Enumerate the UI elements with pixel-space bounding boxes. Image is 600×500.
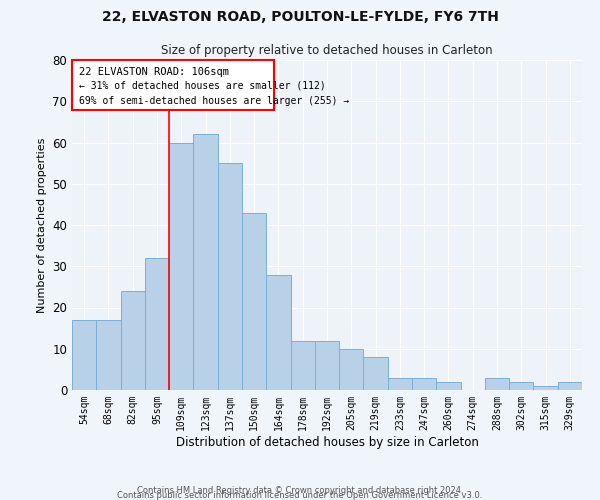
Bar	[193, 134, 218, 390]
Bar	[339, 349, 364, 390]
Bar	[315, 340, 339, 390]
Bar	[412, 378, 436, 390]
Bar	[558, 382, 582, 390]
Text: ← 31% of detached houses are smaller (112): ← 31% of detached houses are smaller (11…	[79, 80, 326, 90]
Bar	[290, 340, 315, 390]
Bar	[121, 291, 145, 390]
Text: 22, ELVASTON ROAD, POULTON-LE-FYLDE, FY6 7TH: 22, ELVASTON ROAD, POULTON-LE-FYLDE, FY6…	[101, 10, 499, 24]
Bar	[436, 382, 461, 390]
Title: Size of property relative to detached houses in Carleton: Size of property relative to detached ho…	[161, 44, 493, 58]
Bar	[533, 386, 558, 390]
Bar	[266, 274, 290, 390]
Bar	[169, 142, 193, 390]
Bar	[242, 212, 266, 390]
Bar	[96, 320, 121, 390]
Y-axis label: Number of detached properties: Number of detached properties	[37, 138, 47, 312]
Text: 69% of semi-detached houses are larger (255) →: 69% of semi-detached houses are larger (…	[79, 96, 350, 106]
Bar	[485, 378, 509, 390]
Bar	[509, 382, 533, 390]
Text: 22 ELVASTON ROAD: 106sqm: 22 ELVASTON ROAD: 106sqm	[79, 66, 229, 76]
Text: Contains public sector information licensed under the Open Government Licence v3: Contains public sector information licen…	[118, 491, 482, 500]
Bar	[145, 258, 169, 390]
Bar	[72, 320, 96, 390]
Bar	[72, 60, 274, 110]
Bar	[218, 163, 242, 390]
Text: Contains HM Land Registry data © Crown copyright and database right 2024.: Contains HM Land Registry data © Crown c…	[137, 486, 463, 495]
Bar	[364, 357, 388, 390]
X-axis label: Distribution of detached houses by size in Carleton: Distribution of detached houses by size …	[176, 436, 478, 448]
Bar	[388, 378, 412, 390]
